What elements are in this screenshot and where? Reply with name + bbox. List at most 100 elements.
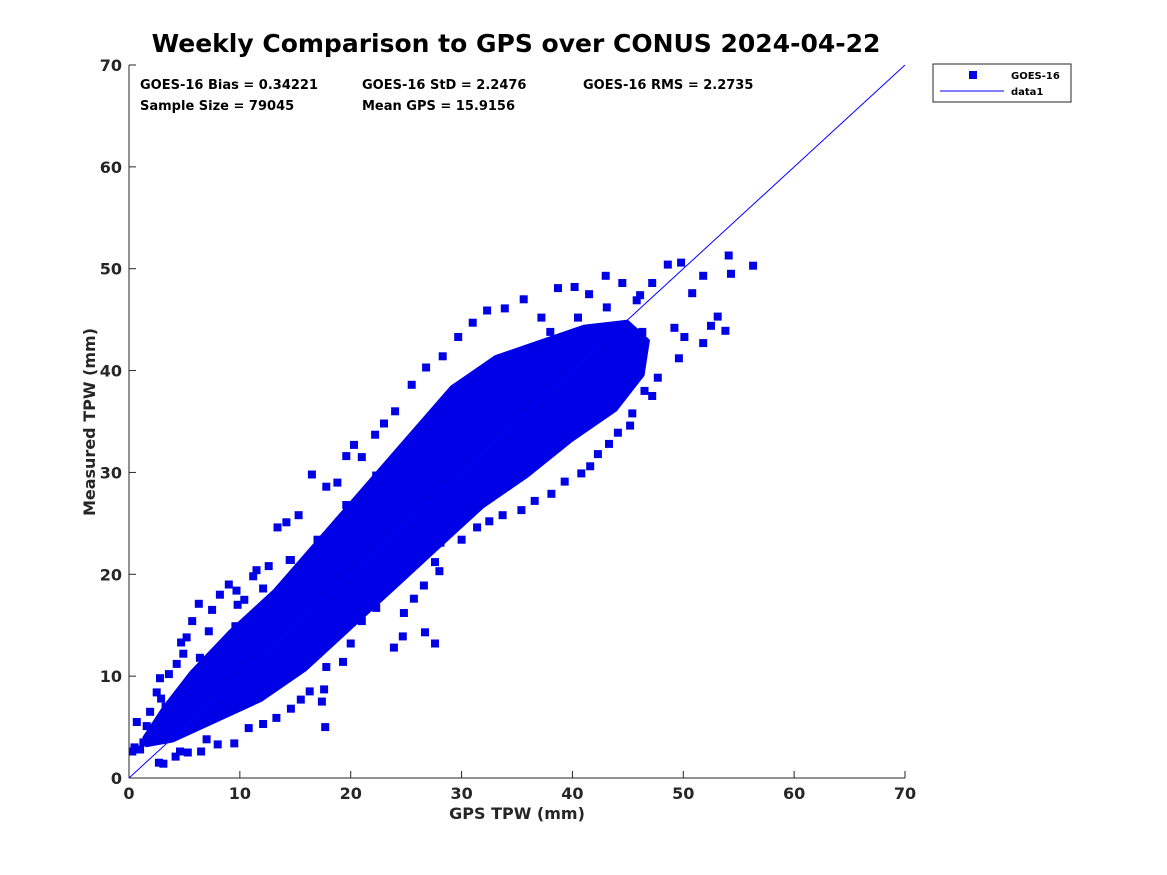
scatter-point (259, 584, 268, 593)
scatter-point (721, 326, 730, 335)
scatter-point (628, 409, 637, 418)
scatter-point (518, 349, 527, 358)
scatter-point (222, 704, 231, 713)
scatter-point (389, 643, 398, 652)
scatter-point (623, 353, 632, 362)
scatter-point (590, 331, 599, 340)
scatter-point (688, 289, 697, 298)
scatter-point (188, 617, 197, 626)
scatter-point (334, 532, 343, 541)
chart-title: Weekly Comparison to GPS over CONUS 2024… (152, 29, 881, 58)
scatter-point (485, 517, 494, 526)
scatter-point (713, 312, 722, 321)
scatter-point (670, 323, 679, 332)
scatter-point (431, 558, 439, 567)
scatter-point (548, 435, 557, 444)
scatter-point (142, 722, 151, 731)
scatter-point (193, 719, 202, 727)
stat-std: GOES-16 StD = 2.2476 (362, 78, 526, 93)
scatter-point (146, 707, 155, 716)
x-tick-label: 20 (340, 784, 362, 803)
scatter-point (326, 615, 335, 624)
scatter-point (231, 622, 240, 631)
scatter-point (489, 374, 498, 383)
scatter-point (519, 295, 528, 304)
scatter-point (470, 431, 479, 440)
scatter-point (194, 599, 203, 608)
scatter-point (560, 477, 569, 486)
scatter-point (473, 523, 482, 532)
scatter-point (240, 595, 249, 604)
scatter-point (282, 518, 291, 527)
scatter-point (342, 501, 351, 509)
line-series (129, 65, 905, 778)
scatter-point (727, 269, 735, 278)
scatter-point (674, 354, 683, 363)
x-tick-label: 30 (450, 784, 472, 803)
scatter-point (399, 609, 408, 617)
scatter-point (230, 739, 239, 748)
stat-sample-size: Sample Size = 79045 (140, 99, 294, 114)
scatter-point (601, 271, 610, 280)
scatter-point (457, 535, 466, 544)
scatter-point (321, 723, 330, 732)
scatter-point (626, 421, 635, 430)
x-tick-label: 60 (783, 784, 805, 803)
scatter-point (663, 260, 672, 269)
scatter-point (322, 482, 331, 491)
scatter-point (648, 279, 657, 287)
scatter-point (605, 439, 613, 448)
scatter-point (517, 506, 526, 515)
scatter-point (176, 747, 184, 756)
x-tick-label: 0 (123, 784, 134, 803)
scatter-point (618, 279, 627, 287)
scatter-point (724, 251, 733, 260)
scatter-point (300, 644, 309, 653)
scatter-point (132, 718, 141, 726)
scatter-point (613, 428, 622, 437)
scatter-point (458, 395, 467, 404)
scatter-point (500, 304, 509, 313)
scatter-point (407, 380, 416, 389)
scatter-point (317, 697, 326, 706)
scatter-point (169, 725, 178, 734)
scatter-point (357, 453, 366, 462)
y-tick-label: 20 (100, 565, 122, 584)
scatter-point (632, 296, 641, 305)
scatter-point (197, 747, 206, 756)
scatter-point (707, 321, 715, 330)
x-tick-label: 50 (672, 784, 694, 803)
scatter-point (252, 664, 261, 672)
y-tick-label: 30 (100, 463, 122, 482)
scatter-point (421, 628, 429, 637)
scatter-point (610, 382, 619, 391)
legend-label-data1: data1 (1011, 87, 1043, 98)
scatter-point (648, 392, 657, 400)
scatter-series (129, 251, 758, 768)
scatter-point (285, 556, 294, 564)
scatter-point (454, 333, 463, 341)
scatter-point (164, 670, 173, 679)
scatter-point (537, 313, 546, 322)
scatter-point (179, 649, 188, 658)
scatter-point (570, 283, 579, 291)
scatter-point (561, 401, 570, 410)
scatter-point (372, 603, 381, 612)
scatter-point (438, 352, 447, 361)
scatter-point (526, 425, 535, 434)
y-ticks: 0 10 20 30 40 50 60 70 (100, 56, 136, 788)
scatter-point (468, 318, 477, 327)
stat-bias: GOES-16 Bias = 0.34221 (140, 78, 318, 93)
scatter-point (402, 526, 411, 535)
scatter-point (152, 688, 161, 697)
scatter-point (372, 471, 381, 480)
scatter-point (320, 685, 329, 694)
scatter-point (161, 702, 170, 711)
scatter-point (272, 713, 281, 722)
y-axis-label: Measured TPW (mm) (80, 328, 99, 516)
scatter-point (449, 486, 458, 495)
scatter-point (259, 720, 268, 728)
scatter-point (346, 639, 355, 648)
scatter-point (159, 759, 168, 768)
scatter-point (653, 373, 662, 382)
